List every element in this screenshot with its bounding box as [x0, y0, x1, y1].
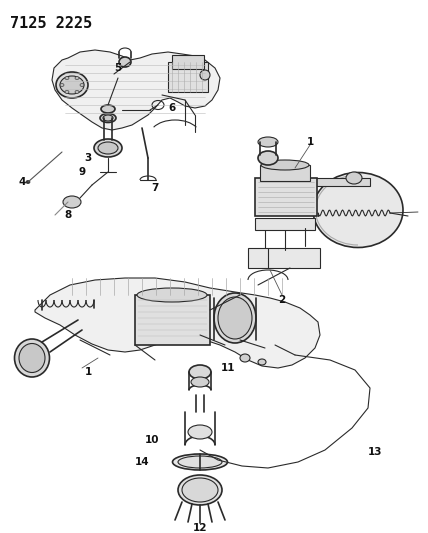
Ellipse shape [15, 339, 50, 377]
Ellipse shape [65, 77, 69, 79]
Bar [168, 62, 208, 92]
Polygon shape [35, 278, 320, 368]
Ellipse shape [178, 475, 222, 505]
Ellipse shape [60, 84, 64, 86]
Ellipse shape [313, 173, 403, 247]
Text: 1: 1 [306, 137, 314, 147]
Ellipse shape [258, 137, 278, 147]
Text: 2: 2 [278, 295, 285, 305]
Ellipse shape [261, 160, 309, 170]
Ellipse shape [75, 91, 79, 93]
Ellipse shape [65, 91, 69, 93]
Bar [315, 178, 370, 186]
Ellipse shape [56, 72, 88, 98]
Ellipse shape [75, 77, 79, 79]
Text: 7125 2225: 7125 2225 [10, 16, 92, 31]
Ellipse shape [346, 172, 362, 184]
Ellipse shape [137, 288, 207, 302]
Ellipse shape [98, 142, 118, 154]
Text: 3: 3 [84, 153, 92, 163]
Ellipse shape [191, 377, 209, 387]
Ellipse shape [189, 365, 211, 379]
Bar [172, 55, 204, 69]
Ellipse shape [63, 196, 81, 208]
Ellipse shape [80, 84, 84, 86]
Ellipse shape [258, 151, 278, 165]
Ellipse shape [94, 139, 122, 157]
Bar [255, 178, 317, 216]
Ellipse shape [119, 57, 131, 67]
Ellipse shape [258, 359, 266, 365]
Text: 6: 6 [168, 103, 175, 113]
Ellipse shape [172, 454, 228, 470]
Bar [260, 165, 310, 181]
Text: 14: 14 [135, 457, 149, 467]
Ellipse shape [214, 293, 256, 343]
Text: 7: 7 [152, 183, 159, 193]
Ellipse shape [26, 181, 30, 183]
Text: 9: 9 [78, 167, 86, 177]
Text: 1: 1 [84, 367, 92, 377]
Text: 13: 13 [368, 447, 382, 457]
Ellipse shape [100, 114, 116, 123]
Text: 11: 11 [221, 363, 235, 373]
Ellipse shape [200, 70, 210, 80]
Ellipse shape [60, 76, 84, 94]
Ellipse shape [19, 343, 45, 373]
Bar [255, 218, 315, 230]
Polygon shape [52, 50, 220, 130]
Bar [135, 295, 210, 345]
Ellipse shape [188, 425, 212, 439]
Bar [248, 248, 320, 268]
Text: 5: 5 [114, 63, 122, 73]
Text: 8: 8 [64, 210, 71, 220]
Text: 4: 4 [18, 177, 26, 187]
Ellipse shape [101, 105, 115, 113]
Ellipse shape [103, 115, 113, 121]
Text: 10: 10 [145, 435, 159, 445]
Text: 12: 12 [193, 523, 207, 533]
Ellipse shape [182, 478, 218, 502]
Ellipse shape [178, 456, 222, 468]
Ellipse shape [240, 354, 250, 362]
Ellipse shape [218, 297, 252, 339]
